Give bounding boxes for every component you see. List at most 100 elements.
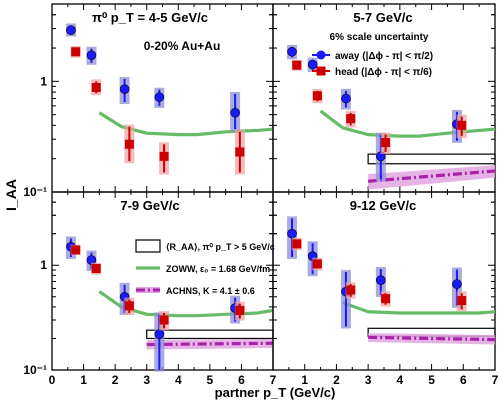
marker bbox=[457, 120, 467, 130]
marker bbox=[159, 151, 169, 161]
raa-reference-box bbox=[146, 329, 274, 340]
head-point bbox=[345, 282, 356, 299]
zoww-curve bbox=[319, 109, 496, 138]
annotation: 0-20% Au+Au bbox=[144, 39, 221, 53]
marker bbox=[124, 139, 134, 149]
legend-item-ref_box: ⟨R_AA⟩, π⁰ p_T > 5 GeV/c bbox=[135, 239, 275, 253]
head-point bbox=[70, 244, 81, 256]
panel-title: π⁰ p_T = 4-5 GeV/c bbox=[92, 10, 208, 25]
legend-marker bbox=[316, 50, 326, 60]
legend-item-away: away (|Δϕ - π| < π/2) bbox=[312, 50, 433, 62]
x-tick-label: 3 bbox=[365, 373, 372, 387]
achns-line bbox=[368, 335, 496, 342]
marker bbox=[312, 91, 322, 101]
legend-marker bbox=[316, 66, 326, 76]
marker bbox=[230, 107, 240, 118]
head-point bbox=[456, 291, 467, 312]
head-point bbox=[291, 237, 302, 251]
legend-item-head: head (|Δϕ - π| < π/6) bbox=[312, 66, 432, 78]
head-point bbox=[159, 310, 170, 331]
y-tick-label: 10⁻¹ bbox=[23, 185, 47, 199]
marker bbox=[159, 315, 169, 325]
marker bbox=[381, 138, 391, 148]
marker bbox=[71, 47, 81, 57]
away-point bbox=[287, 44, 298, 60]
away-point bbox=[287, 216, 298, 259]
head-point bbox=[91, 262, 102, 275]
legend-box bbox=[135, 239, 161, 253]
away-point bbox=[375, 267, 386, 297]
zoww-curve bbox=[342, 301, 496, 315]
marker bbox=[346, 285, 356, 295]
head-point bbox=[124, 124, 135, 164]
legend-label: ACHNS, K = 4.1 ± 0.6 bbox=[166, 286, 255, 296]
away-point bbox=[86, 250, 97, 272]
marker bbox=[292, 60, 302, 70]
legend-item-achns: ACHNS, K = 4.1 ± 0.6 bbox=[136, 286, 255, 296]
achns-line bbox=[146, 341, 274, 347]
marker bbox=[91, 82, 101, 92]
legend-label: ⟨R_AA⟩, π⁰ p_T > 5 GeV/c bbox=[166, 242, 275, 252]
head-point bbox=[234, 129, 245, 175]
head-point bbox=[70, 46, 81, 58]
x-tick-label: 4 bbox=[397, 373, 404, 387]
x-tick-label: 7 bbox=[270, 373, 277, 387]
away-point bbox=[230, 91, 241, 132]
x-axis-label: partner p_T (GeV/c) bbox=[215, 385, 336, 400]
marker bbox=[154, 329, 165, 339]
marker bbox=[235, 147, 245, 157]
marker bbox=[235, 305, 245, 315]
head-point bbox=[124, 297, 135, 315]
panel-top-right: 5-7 GeV/c 6% scale uncertainty away (|Δϕ -… bbox=[272, 3, 496, 193]
marker bbox=[86, 50, 97, 61]
legend-label: head (|Δϕ - π| < π/6) bbox=[335, 67, 432, 78]
head-point bbox=[380, 132, 391, 154]
marker bbox=[452, 279, 462, 289]
x-tick-label: 0 bbox=[49, 373, 56, 387]
y-axis-label: I_AA bbox=[3, 179, 19, 211]
head-point bbox=[312, 257, 323, 271]
annotation: 6% scale uncertainty bbox=[330, 32, 429, 43]
away-point bbox=[154, 87, 165, 108]
x-tick-label: 4 bbox=[175, 373, 182, 387]
marker bbox=[381, 294, 391, 304]
away-point bbox=[307, 57, 318, 72]
marker bbox=[287, 46, 297, 57]
marker bbox=[376, 275, 386, 285]
legend-label: away (|Δϕ - π| < π/2) bbox=[335, 51, 433, 62]
head-point bbox=[380, 291, 391, 307]
x-tick-label: 5 bbox=[207, 373, 214, 387]
x-tick-label: 3 bbox=[143, 373, 150, 387]
panel-title: 7-9 GeV/c bbox=[120, 198, 179, 213]
x-tick-label: 2 bbox=[333, 373, 340, 387]
x-tick-label: 6 bbox=[238, 373, 245, 387]
x-tick-label: 1 bbox=[80, 373, 87, 387]
marker bbox=[91, 264, 101, 274]
panel-bottom-left: 0 1 2 3 4 5 6 7 10⁻¹ 1 7-9 GeV/c ⟨R_AA⟩, π⁰ p_T > 5… bbox=[23, 191, 277, 387]
away-point bbox=[340, 270, 351, 329]
marker bbox=[457, 296, 467, 306]
x-tick-label: 5 bbox=[428, 373, 435, 387]
away-point bbox=[86, 46, 97, 65]
away-point bbox=[119, 77, 130, 105]
marker bbox=[71, 245, 81, 255]
away-point bbox=[65, 23, 76, 37]
marker bbox=[341, 93, 351, 104]
achns-line bbox=[368, 169, 496, 183]
panel-top-left: 10⁻¹ 1 π⁰ p_T = 4-5 GeV/c 0-20% Au+Au bbox=[23, 3, 274, 199]
head-point bbox=[159, 142, 170, 175]
x-tick-label: 1 bbox=[301, 373, 308, 387]
marker bbox=[346, 114, 356, 124]
panel-title: 9-12 GeV/c bbox=[350, 198, 417, 213]
legend-label: ZOWW, ε₀ = 1.68 GeV/fm bbox=[166, 264, 270, 274]
x-tick-label: 6 bbox=[460, 373, 467, 387]
marker bbox=[307, 59, 318, 70]
marker bbox=[124, 301, 134, 311]
away-point bbox=[340, 88, 351, 110]
head-point bbox=[234, 301, 245, 321]
chart-panels: 10⁻¹ 1 π⁰ p_T = 4-5 GeV/c 0-20% Au+Au 5-7 Ge… bbox=[23, 3, 499, 387]
head-point bbox=[456, 114, 467, 139]
head-point bbox=[291, 59, 302, 71]
x-tick-label: 7 bbox=[492, 373, 499, 387]
